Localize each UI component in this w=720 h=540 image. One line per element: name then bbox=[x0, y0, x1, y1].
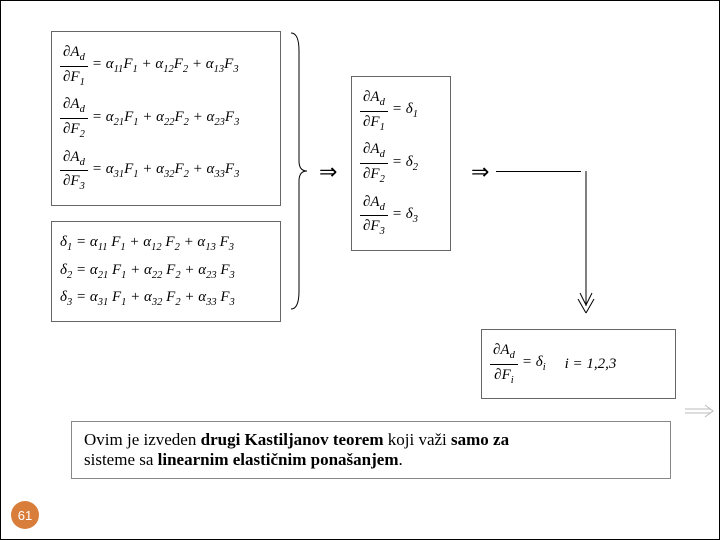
eq4-row: ∂Ad∂Fi = δi i = 1,2,3 bbox=[490, 340, 667, 388]
text-bold2: samo za bbox=[451, 430, 509, 449]
eq3-row3: ∂Ad∂F3 = δ3 bbox=[360, 192, 442, 240]
eq2-row2: δ2 = α21 F1 + α22 F2 + α23 F3 bbox=[60, 260, 272, 284]
implies-arrow-2: ⇒ bbox=[471, 159, 489, 185]
equations-box-3: ∂Ad∂F1 = δ1 ∂Ad∂F2 = δ2 ∂Ad∂F3 = δ3 bbox=[351, 76, 451, 251]
text-bold1: drugi Kastiljanov teorem bbox=[201, 430, 384, 449]
eq3-row1: ∂Ad∂F1 = δ1 bbox=[360, 87, 442, 135]
eq1-row2: ∂Ad∂F2 = α21F1 + α22F2 + α23F3 bbox=[60, 94, 272, 142]
text-mid: koji važi bbox=[384, 430, 452, 449]
brace-icon bbox=[289, 31, 309, 311]
down-arrow-icon bbox=[576, 171, 596, 321]
page-number: 61 bbox=[11, 501, 39, 529]
text-bold3: linearnim elastičnim ponašanjem bbox=[158, 450, 399, 469]
eq1-row1: ∂Ad∂F1 = α11F1 + α12F2 + α13F3 bbox=[60, 42, 272, 90]
connector-line bbox=[496, 171, 581, 172]
text-line2a: sisteme sa bbox=[84, 450, 158, 469]
decorative-arrow-icon bbox=[685, 403, 715, 427]
equations-box-2: δ1 = α11 F1 + α12 F2 + α13 F3 δ2 = α21 F… bbox=[51, 221, 281, 322]
text-end: . bbox=[399, 450, 403, 469]
equations-box-1: ∂Ad∂F1 = α11F1 + α12F2 + α13F3 ∂Ad∂F2 = … bbox=[51, 31, 281, 206]
eq2-row3: δ3 = α31 F1 + α32 F2 + α33 F3 bbox=[60, 287, 272, 311]
eq3-row2: ∂Ad∂F2 = δ2 bbox=[360, 139, 442, 187]
eq2-row1: δ1 = α11 F1 + α12 F2 + α13 F3 bbox=[60, 232, 272, 256]
equations-box-4: ∂Ad∂Fi = δi i = 1,2,3 bbox=[481, 329, 676, 399]
text-pre: Ovim je izveden bbox=[84, 430, 201, 449]
conclusion-text: Ovim je izveden drugi Kastiljanov teorem… bbox=[71, 421, 671, 479]
implies-arrow-1: ⇒ bbox=[319, 159, 337, 185]
eq1-row3: ∂Ad∂F3 = α31F1 + α32F2 + α33F3 bbox=[60, 147, 272, 195]
